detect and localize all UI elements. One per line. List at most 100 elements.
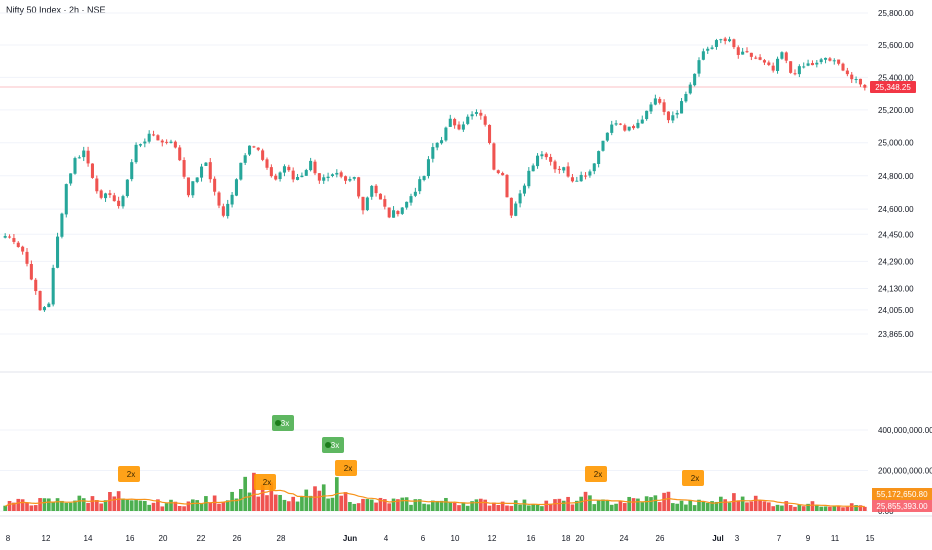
candle (470, 111, 474, 120)
candle-body (710, 47, 714, 49)
candle-body (496, 170, 500, 174)
volume-bar (579, 496, 584, 511)
candle (204, 162, 208, 166)
candle (479, 109, 483, 120)
candle (444, 126, 448, 142)
candle-body (780, 52, 784, 59)
candle (365, 196, 369, 212)
volume-bar (265, 495, 269, 511)
volume-bar (243, 476, 248, 511)
spike-badge (272, 415, 294, 431)
volume-bar (103, 500, 108, 511)
volume-bar (169, 499, 173, 511)
candle-body (470, 114, 474, 117)
candle-body (204, 162, 208, 166)
candle (29, 260, 33, 281)
candle (248, 145, 252, 157)
candle (536, 153, 540, 169)
volume-bar (496, 505, 501, 511)
volume-bar (758, 500, 762, 511)
candle (728, 36, 732, 43)
candle-body (287, 166, 291, 171)
volume-bar (588, 495, 592, 511)
candle (56, 232, 60, 269)
volume-bar (566, 496, 570, 511)
candle (374, 184, 378, 197)
candle-body (217, 192, 221, 206)
candle (684, 91, 688, 103)
candle (540, 151, 544, 160)
candle (636, 119, 640, 129)
candle (605, 132, 609, 142)
candle-body (832, 60, 836, 62)
volume-bar (86, 502, 90, 511)
candle-body (797, 66, 801, 75)
volume-bar (430, 500, 435, 511)
volume-bar (574, 500, 579, 511)
volume-last-value: 25,855,393.00 (876, 502, 928, 511)
candle-body (138, 144, 142, 146)
volume-bar (862, 506, 867, 511)
spike-label: 2x (691, 474, 699, 483)
candle-body (653, 98, 657, 105)
candle (422, 175, 426, 182)
candle (544, 152, 548, 160)
candle (60, 212, 64, 239)
volume-bar (828, 506, 832, 511)
candle (527, 167, 531, 189)
volume-bar (204, 496, 208, 511)
candle-body (335, 172, 339, 175)
volume-bar (304, 489, 309, 511)
candle (732, 38, 736, 50)
candle (706, 46, 710, 54)
candle-body (605, 132, 609, 141)
candle (453, 117, 457, 129)
price-tick-label: 25,400.00 (878, 73, 914, 82)
volume-bar (836, 505, 841, 511)
time-tick-label: 3 (735, 534, 740, 543)
volume-bar (753, 495, 758, 511)
candle (77, 155, 81, 159)
candle (649, 102, 653, 115)
volume-bar (343, 492, 348, 511)
volume-bar (81, 498, 86, 511)
candle (16, 241, 20, 248)
candle (344, 175, 348, 185)
volume-bar (356, 503, 361, 511)
candle-body (819, 59, 823, 63)
volume-bar (605, 500, 610, 511)
candle-body (42, 307, 46, 311)
candle (265, 157, 269, 170)
volume-bar (444, 497, 448, 511)
candle (147, 130, 151, 144)
candle-body (688, 84, 692, 94)
candle (178, 145, 182, 162)
volume-bar (570, 504, 575, 511)
volume-bar (675, 503, 680, 511)
candle-body (457, 124, 461, 130)
candle-body (640, 119, 644, 124)
candle (767, 60, 771, 67)
candle (653, 94, 657, 106)
volume-bar (780, 505, 784, 511)
volume-bar (470, 501, 474, 511)
candle-body (440, 140, 444, 144)
candle (824, 57, 828, 64)
candle-body (444, 127, 448, 141)
candle-body (86, 150, 90, 164)
candle-body (252, 146, 256, 148)
candle-body (234, 179, 238, 196)
volume-bar (452, 502, 457, 511)
candle-body (405, 201, 409, 208)
candle (832, 58, 836, 65)
candle-body (588, 171, 592, 176)
volume-bar (151, 502, 156, 511)
candle-body (675, 112, 679, 115)
candle (300, 172, 304, 178)
candle-body (570, 177, 574, 182)
candle (522, 183, 526, 197)
candle-body (413, 191, 417, 196)
volume-bar (173, 501, 178, 511)
candle (632, 124, 636, 130)
